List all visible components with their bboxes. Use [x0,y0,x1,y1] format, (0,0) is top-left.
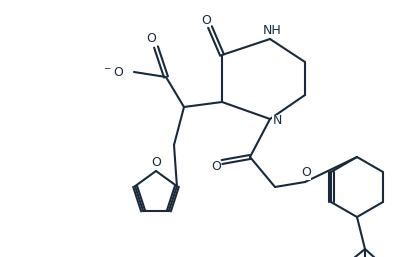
Text: NH: NH [262,23,281,36]
Text: $^-$O: $^-$O [102,66,124,78]
Text: N: N [272,115,282,127]
Text: O: O [201,14,211,26]
Text: O: O [151,157,161,170]
Text: O: O [301,167,311,179]
Text: O: O [211,161,221,173]
Text: O: O [146,32,156,44]
